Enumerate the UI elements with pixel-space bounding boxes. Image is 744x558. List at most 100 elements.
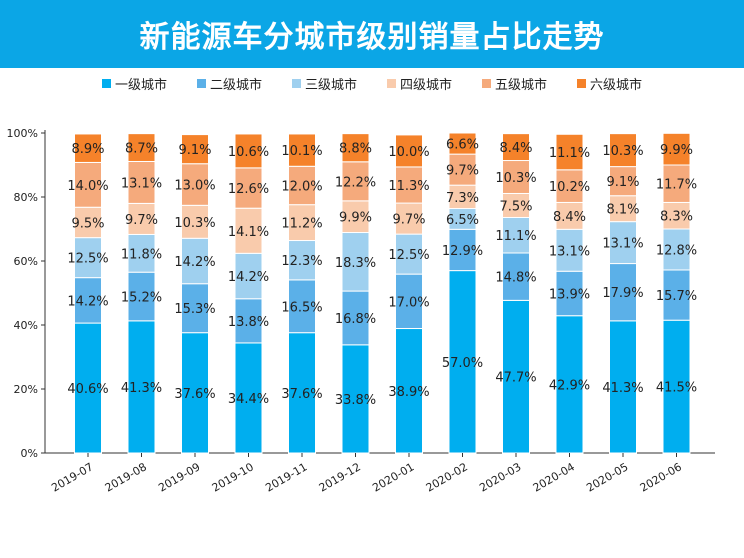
- data-label: 10.6%: [228, 145, 269, 160]
- bar-segment: [502, 192, 530, 218]
- data-label: 12.5%: [67, 252, 108, 267]
- data-label: 15.2%: [121, 291, 162, 306]
- data-label: 41.3%: [602, 381, 643, 396]
- data-label: 9.9%: [339, 211, 372, 226]
- data-label: 13.1%: [602, 237, 643, 252]
- data-label: 47.7%: [495, 371, 536, 386]
- bar-segment: [448, 132, 477, 155]
- x-tick-label: 2019-12: [317, 460, 363, 494]
- legend-item: 一级城市: [101, 74, 167, 93]
- bar-segment: [448, 228, 477, 272]
- bar-segment: [609, 263, 637, 322]
- bar-segment: [181, 163, 209, 206]
- data-label: 10.0%: [388, 145, 429, 160]
- data-label: 9.5%: [71, 216, 104, 231]
- bar-segment: [127, 133, 156, 162]
- bar-segment: [609, 133, 637, 168]
- data-label: 16.8%: [335, 312, 376, 327]
- y-tick-label: 100%: [7, 127, 38, 140]
- data-label: 11.3%: [388, 179, 429, 194]
- data-label: 18.3%: [335, 256, 376, 271]
- bar-segment: [395, 166, 423, 204]
- legend-swatch: [577, 79, 587, 88]
- bar-segment: [127, 202, 156, 235]
- data-label: 14.2%: [228, 270, 269, 285]
- bar-segment: [288, 165, 316, 206]
- data-label: 8.9%: [71, 142, 104, 157]
- bar-segment: [127, 320, 156, 454]
- bar-segment: [74, 161, 102, 208]
- legend-swatch: [101, 79, 111, 88]
- data-label: 12.9%: [442, 244, 483, 259]
- x-tick-label: 2020-06: [638, 460, 684, 494]
- data-label: 12.6%: [228, 182, 269, 197]
- bar-segment: [127, 233, 156, 273]
- bar-segment: [662, 132, 691, 166]
- x-tick-label: 2019-07: [49, 460, 95, 494]
- data-label: 9.1%: [178, 143, 211, 158]
- legend-label: 五级城市: [495, 78, 548, 93]
- x-tick-label: 2020-02: [424, 460, 470, 494]
- data-label: 13.8%: [228, 315, 269, 330]
- data-label: 8.1%: [606, 203, 639, 218]
- x-tick-label: 2020-01: [370, 460, 416, 494]
- bar-segment: [555, 169, 584, 203]
- data-label: 9.7%: [392, 213, 425, 228]
- data-label: 8.3%: [660, 210, 693, 225]
- data-label: 12.0%: [281, 179, 322, 194]
- data-label: 11.1%: [549, 146, 590, 161]
- x-tick-label: 2020-05: [584, 460, 630, 494]
- bar-segment: [555, 133, 584, 171]
- bar-segment: [555, 201, 584, 230]
- bar-segment: [288, 133, 316, 167]
- chart-title: 新能源车分城市级别销量占比走势: [139, 20, 605, 55]
- legend: 一级城市 二级城市 三级城市 四级城市 五级城市 六级城市: [0, 74, 744, 93]
- legend-label: 六级城市: [590, 78, 643, 93]
- data-label: 13.9%: [549, 287, 590, 302]
- data-label: 34.4%: [228, 392, 269, 407]
- legend-swatch: [291, 79, 301, 88]
- data-label: 14.8%: [495, 271, 536, 286]
- bar-segment: [448, 270, 477, 454]
- bar-segment: [234, 207, 263, 254]
- legend-item: 六级城市: [577, 74, 642, 93]
- bar-segment: [395, 273, 423, 330]
- data-label: 14.1%: [228, 225, 269, 240]
- data-label: 9.7%: [125, 213, 158, 228]
- data-label: 17.9%: [602, 286, 643, 301]
- bar-segment: [74, 133, 102, 163]
- data-label: 16.5%: [281, 300, 322, 315]
- data-label: 14.2%: [174, 255, 215, 270]
- bar-segment: [502, 252, 530, 301]
- x-tick-label: 2020-04: [531, 460, 577, 494]
- legend-item: 五级城市: [482, 74, 547, 93]
- data-label: 41.5%: [656, 381, 697, 396]
- data-label: 14.0%: [67, 179, 108, 194]
- data-label: 12.8%: [656, 243, 697, 258]
- legend-swatch: [482, 79, 492, 88]
- data-label: 8.4%: [553, 210, 586, 225]
- bar-segment: [395, 134, 423, 168]
- y-tick-label: 40%: [14, 319, 38, 332]
- y-tick-label: 0%: [21, 447, 38, 460]
- bar-segment: [234, 298, 263, 344]
- data-label: 10.2%: [549, 180, 590, 195]
- data-label: 37.6%: [281, 387, 322, 402]
- data-label: 6.6%: [446, 138, 479, 153]
- bar-segment: [127, 160, 156, 204]
- bar-segment: [341, 133, 370, 163]
- data-label: 8.8%: [339, 142, 372, 157]
- bar-segment: [181, 283, 209, 334]
- data-label: 11.1%: [495, 229, 536, 244]
- data-label: 13.1%: [121, 176, 162, 191]
- bar-segment: [448, 153, 477, 186]
- bar-segment: [74, 237, 102, 279]
- bar-segment: [181, 204, 209, 239]
- x-tick-label: 2019-10: [210, 460, 256, 494]
- data-label: 13.0%: [174, 179, 215, 194]
- data-label: 33.8%: [335, 393, 376, 408]
- data-label: 38.9%: [388, 385, 429, 400]
- legend-label: 二级城市: [209, 78, 262, 93]
- bar-segment: [288, 240, 316, 281]
